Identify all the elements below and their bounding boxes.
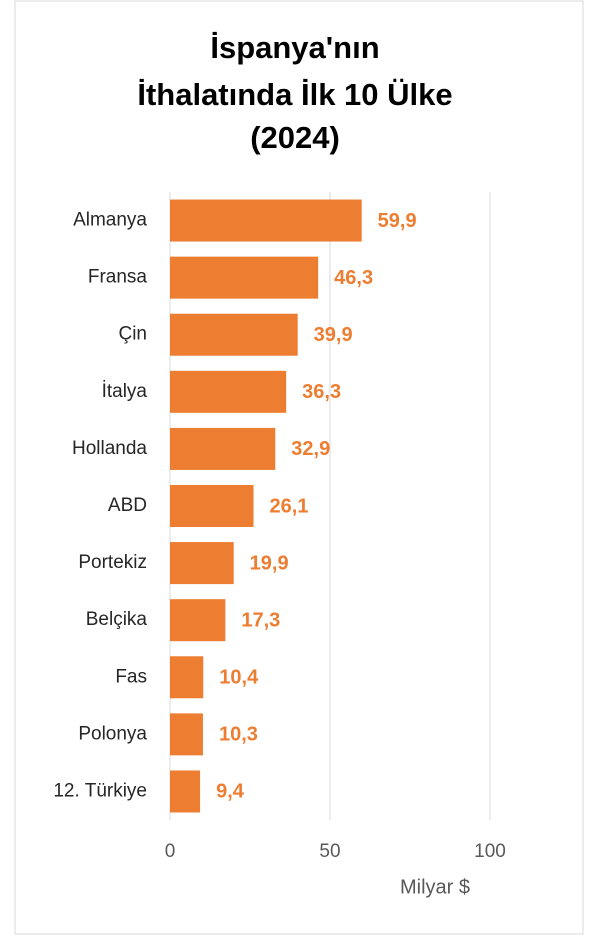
y-tick-label: Fransa [88, 267, 148, 288]
x-axis-label: Milyar $ [400, 876, 470, 898]
y-tick-label: Portekiz [78, 552, 147, 573]
y-tick-label: Almanya [73, 210, 147, 231]
chart-frame [14, 0, 584, 935]
bar [170, 656, 204, 699]
y-tick-label: İtalya [102, 381, 148, 402]
value-label: 26,1 [270, 495, 309, 517]
bar [170, 313, 298, 356]
bar [170, 427, 276, 470]
value-label: 59,9 [378, 210, 417, 232]
chart-title-line: İspanya'nın [210, 30, 379, 65]
y-tick-label: 12. Türkiye [53, 780, 147, 801]
y-tick-label: Çin [118, 324, 147, 345]
y-tick-label: Polonya [78, 723, 147, 744]
bar [170, 599, 226, 642]
x-tick-label: 50 [319, 841, 340, 862]
bar [170, 199, 362, 242]
y-tick-label: ABD [108, 495, 147, 516]
chart-title-line: (2024) [250, 120, 340, 155]
bar [170, 713, 203, 756]
bar [170, 370, 287, 413]
value-label: 9,4 [216, 781, 245, 803]
x-tick-label: 0 [165, 841, 176, 862]
value-label: 17,3 [241, 609, 280, 631]
y-tick-label: Hollanda [72, 438, 147, 459]
value-label: 10,3 [219, 724, 258, 746]
bar [170, 770, 201, 813]
y-tick-label: Fas [115, 666, 147, 687]
value-label: 19,9 [250, 552, 289, 574]
value-label: 39,9 [314, 324, 353, 346]
value-label: 32,9 [291, 438, 330, 460]
value-label: 10,4 [219, 667, 259, 689]
bar [170, 542, 234, 585]
value-label: 46,3 [334, 267, 373, 289]
bar [170, 256, 319, 299]
chart-title-line: İthalatında İlk 10 Ülke [137, 77, 452, 112]
value-label: 36,3 [302, 381, 341, 403]
x-tick-label: 100 [474, 841, 506, 862]
y-tick-label: Belçika [86, 609, 148, 630]
bar [170, 485, 254, 527]
